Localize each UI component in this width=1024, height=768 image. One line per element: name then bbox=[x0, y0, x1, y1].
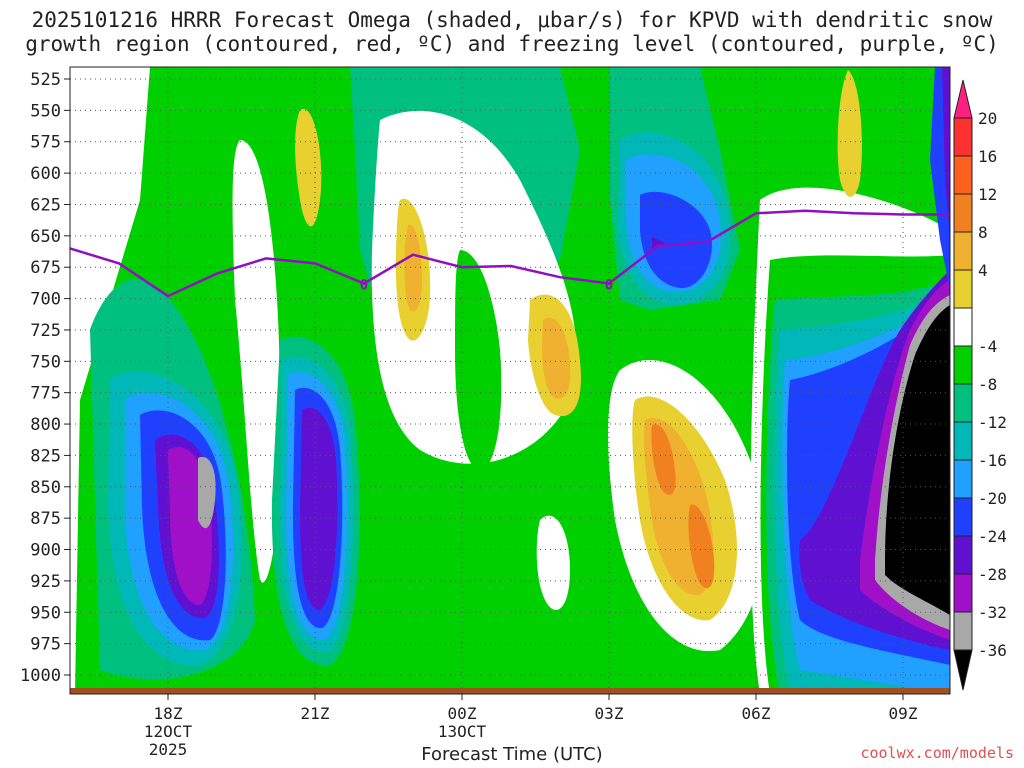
colorbar-label-20: 20 bbox=[978, 109, 997, 128]
colorbar-bottom-arrow bbox=[953, 649, 973, 691]
y-tick-label-800: 800 bbox=[30, 415, 61, 435]
colorbar-block-9 bbox=[953, 459, 973, 499]
y-tick-label-750: 750 bbox=[30, 352, 61, 372]
freezing-label-1: 0 bbox=[605, 278, 613, 294]
colorbar-label--4: -4 bbox=[978, 337, 997, 356]
omega-region-orange-2 bbox=[404, 224, 422, 312]
colorbar-block-5 bbox=[953, 307, 973, 347]
colorbar-block-10 bbox=[953, 497, 973, 537]
freezing-level-line bbox=[70, 209, 950, 298]
plot-field bbox=[70, 67, 950, 694]
omega-region-indigo-topright bbox=[942, 67, 950, 240]
y-tick-label-650: 650 bbox=[30, 227, 61, 247]
plot-frame bbox=[69, 66, 951, 695]
x-tick-label-18Z: 18Z bbox=[154, 704, 183, 723]
omega-region-black-right bbox=[885, 305, 950, 615]
colorbar-block-8 bbox=[953, 421, 973, 461]
x-tick-label-00Z: 00Z bbox=[448, 704, 477, 723]
omega-region-dblue-4 bbox=[640, 191, 712, 289]
y-tick-label-950: 950 bbox=[30, 603, 61, 623]
y-tick-label-775: 775 bbox=[30, 384, 61, 404]
colorbar-block-11 bbox=[953, 535, 973, 575]
y-axis: 525 550 575 600 625 650 675 700 725 750 775 800 825 8… bbox=[20, 70, 70, 686]
colorbar-block-13 bbox=[953, 611, 973, 651]
omega-region-white-2 bbox=[232, 140, 281, 583]
colorbar-block-4 bbox=[953, 269, 973, 309]
colorbar-label--8: -8 bbox=[978, 375, 997, 394]
colorbar-label--28: -28 bbox=[978, 565, 1007, 584]
omega-region-gray-1 bbox=[198, 456, 216, 529]
omega-region-white-left bbox=[70, 67, 150, 694]
colorbar-block-12 bbox=[953, 573, 973, 613]
colorbar-label-16: 16 bbox=[978, 147, 997, 166]
colorbar-label--36: -36 bbox=[978, 641, 1007, 660]
x-tick-label-2025: 2025 bbox=[149, 740, 188, 759]
colorbar-label--20: -20 bbox=[978, 489, 1007, 508]
y-tick-label-925: 925 bbox=[30, 572, 61, 592]
x-tick-label-03Z: 03Z bbox=[595, 704, 624, 723]
colorbar-label--32: -32 bbox=[978, 603, 1007, 622]
y-tick-label-575: 575 bbox=[30, 133, 61, 153]
colorbar-top-arrow bbox=[953, 79, 973, 119]
omega-region-green-center bbox=[455, 250, 502, 470]
y-tick-label-675: 675 bbox=[30, 258, 61, 278]
grid bbox=[70, 67, 950, 694]
colorbar-label--12: -12 bbox=[978, 413, 1007, 432]
y-tick-label-725: 725 bbox=[30, 321, 61, 341]
colorbar-label-4: 4 bbox=[978, 261, 988, 280]
colorbar-block-1 bbox=[953, 155, 973, 195]
colorbar-block-0 bbox=[953, 117, 973, 157]
chart-title-line1: 2025101216 HRRR Forecast Omega (shaded, … bbox=[31, 8, 993, 32]
watermark-link[interactable]: coolwx.com/models bbox=[860, 744, 1014, 762]
x-tick-label-06Z: 06Z bbox=[742, 704, 771, 723]
colorbar-label-12: 12 bbox=[978, 185, 997, 204]
x-tick-label-21Z: 21Z bbox=[301, 704, 330, 723]
colorbar: 20 16 12 8 4 -4 -8 -12 -16 -20 -24 -28 -32 -36 bbox=[953, 79, 1007, 691]
omega-region-yellow-5 bbox=[837, 70, 862, 197]
y-tick-label-525: 525 bbox=[30, 70, 61, 90]
omega-region-white-3 bbox=[536, 515, 570, 610]
omega-region-dorange-4a bbox=[651, 424, 676, 495]
y-tick-label-550: 550 bbox=[30, 101, 61, 121]
colorbar-block-7 bbox=[953, 383, 973, 423]
omega-region-indigo-2 bbox=[300, 407, 338, 610]
y-tick-label-900: 900 bbox=[30, 541, 61, 561]
chart-title-line2: growth region (contoured, red, ºC) and f… bbox=[25, 32, 999, 56]
omega-region-orange-3 bbox=[542, 317, 571, 400]
colorbar-block-3 bbox=[953, 231, 973, 271]
x-axis-label: Forecast Time (UTC) bbox=[421, 744, 603, 765]
colorbar-block-6 bbox=[953, 345, 973, 385]
freezing-label-0: 0 bbox=[360, 278, 368, 294]
colorbar-label--16: -16 bbox=[978, 451, 1007, 470]
x-tick-label-13OCT: 13OCT bbox=[438, 722, 487, 741]
y-tick-label-975: 975 bbox=[30, 635, 61, 655]
y-tick-label-825: 825 bbox=[30, 446, 61, 466]
colorbar-label-8: 8 bbox=[978, 223, 988, 242]
y-tick-label-600: 600 bbox=[30, 164, 61, 184]
y-tick-label-625: 625 bbox=[30, 195, 61, 215]
colorbar-label--24: -24 bbox=[978, 527, 1007, 546]
y-tick-label-875: 875 bbox=[30, 509, 61, 529]
x-tick-label-09Z: 09Z bbox=[889, 704, 918, 723]
y-tick-label-850: 850 bbox=[30, 478, 61, 498]
y-tick-label-1000: 1000 bbox=[20, 666, 61, 686]
ground-strip bbox=[70, 688, 950, 694]
omega-region-dorange-4b bbox=[688, 504, 715, 589]
y-tick-label-700: 700 bbox=[30, 290, 61, 310]
colorbar-block-2 bbox=[953, 193, 973, 233]
x-tick-label-12OCT: 12OCT bbox=[144, 722, 193, 741]
